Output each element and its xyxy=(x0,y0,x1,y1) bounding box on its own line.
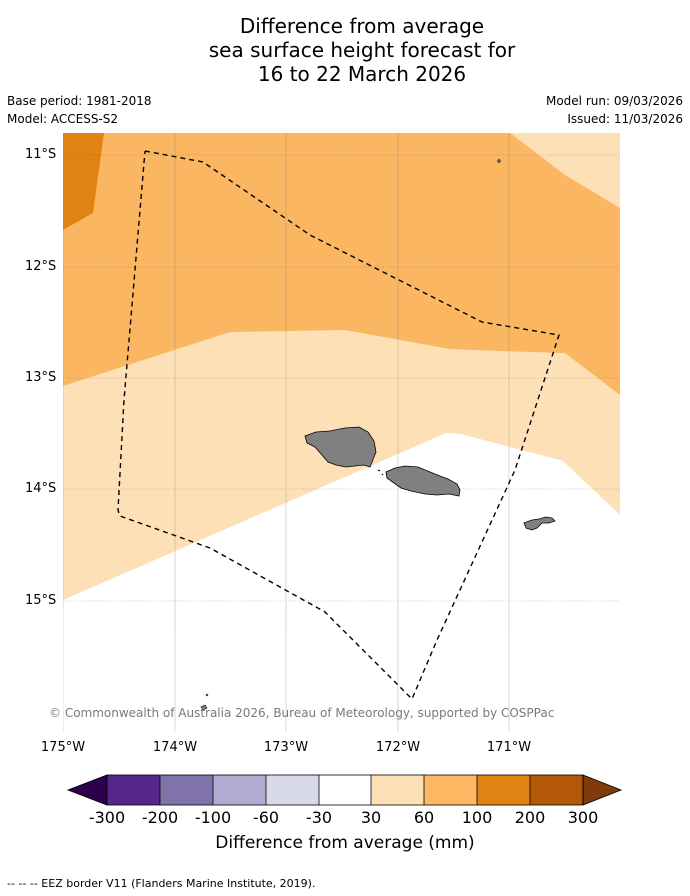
chart-title: Difference from average sea surface heig… xyxy=(0,14,690,86)
apolima-islets xyxy=(377,469,384,476)
upolu-island xyxy=(385,465,461,497)
issued-date: Issued: 11/03/2026 xyxy=(567,112,683,126)
colorbar-tick-minus100: -100 xyxy=(194,808,232,827)
title-line-3: 16 to 22 March 2026 xyxy=(257,62,467,86)
colorbar-cell-8 xyxy=(477,775,530,805)
colorbar-cell-5 xyxy=(319,775,371,805)
lat-label-11s: 11°S xyxy=(25,147,57,162)
eez-border xyxy=(117,150,560,701)
copyright-notice: © Commonwealth of Australia 2026, Bureau… xyxy=(49,706,555,720)
band-30-60-lower-edge xyxy=(63,433,446,600)
savaii-island xyxy=(304,426,377,468)
colorbar-cell-4 xyxy=(266,775,319,805)
lat-label-12s: 12°S xyxy=(25,259,57,274)
colorbar-tick-30: 30 xyxy=(360,808,382,827)
meta-left: Base period: 1981-2018 Model: ACCESS-S2 xyxy=(7,94,152,130)
band-60-100 xyxy=(63,133,620,395)
model-name: Model: ACCESS-S2 xyxy=(7,112,119,126)
eez-footnote: -- -- -- EEZ border V11 (Flanders Marine… xyxy=(7,877,316,890)
lon-label-171w: 171°W xyxy=(486,740,532,755)
colorbar-cell-2 xyxy=(160,775,213,805)
islet-north xyxy=(497,159,501,163)
model-run: Model run: 09/03/2026 xyxy=(545,94,683,108)
colorbar-tick-minus300: -300 xyxy=(88,808,126,827)
map-panel xyxy=(63,133,620,732)
colorbar-tick-60: 60 xyxy=(413,808,435,827)
meta-right: Model run: 09/03/2026 Issued: 11/03/2026 xyxy=(546,94,683,130)
colorbar-cell-9 xyxy=(530,775,583,805)
colorbar-label: Difference from average (mm) xyxy=(215,833,475,853)
lon-label-172w: 172°W xyxy=(375,740,421,755)
lat-label-13s: 13°S xyxy=(25,370,57,385)
band-100-200 xyxy=(63,133,104,230)
colorbar-tick-minus30: -30 xyxy=(305,808,333,827)
base-period: Base period: 1981-2018 xyxy=(7,94,152,108)
gridlines xyxy=(63,133,620,732)
colorbar-tick-100: 100 xyxy=(461,808,493,827)
colorbar-tick-minus60: -60 xyxy=(252,808,280,827)
islet-south xyxy=(200,704,208,711)
title-line-2: sea surface height forecast for xyxy=(208,38,516,62)
tutuila-island xyxy=(523,516,556,531)
title-line-1: Difference from average xyxy=(239,14,485,38)
islet-south-2 xyxy=(205,693,209,697)
lon-label-173w: 173°W xyxy=(263,740,309,755)
colorbar-extend-high xyxy=(582,774,623,806)
colorbar-tick-300: 300 xyxy=(567,808,599,827)
colorbar-cell-7 xyxy=(424,775,477,805)
lat-label-14s: 14°S xyxy=(25,481,57,496)
lon-label-174w: 174°W xyxy=(152,740,198,755)
colorbar-cell-3 xyxy=(213,775,266,805)
colorbar-extend-low xyxy=(66,774,108,806)
lat-label-15s: 15°S xyxy=(25,593,57,608)
colorbar-cell-1 xyxy=(107,775,160,805)
colorbar-tick-minus200: -200 xyxy=(141,808,179,827)
colorbar-tick-200: 200 xyxy=(514,808,546,827)
lon-label-175w: 175°W xyxy=(40,740,86,755)
colorbar-cell-6 xyxy=(371,775,424,805)
